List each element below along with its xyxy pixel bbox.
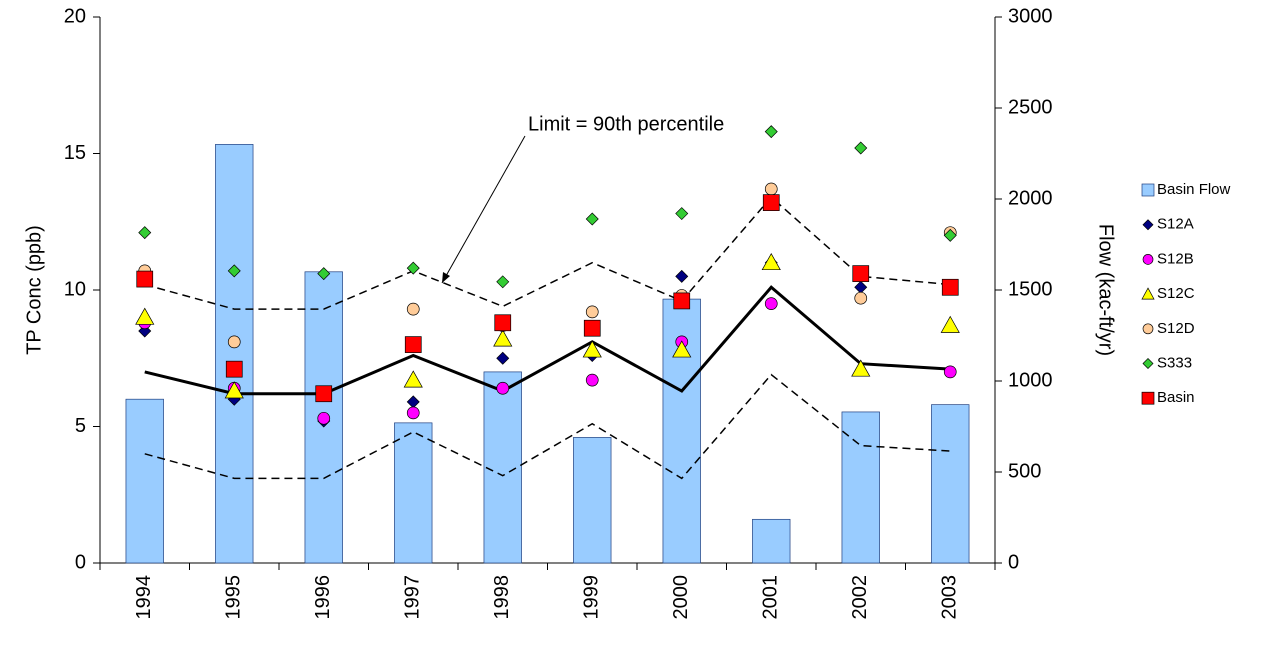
y2-tick-label: 500	[1008, 460, 1041, 482]
legend-swatch	[1141, 287, 1155, 300]
marker	[493, 329, 513, 347]
bar	[125, 398, 164, 564]
marker	[854, 291, 868, 305]
marker	[941, 278, 959, 296]
legend-swatch	[1142, 323, 1154, 335]
marker	[496, 351, 510, 365]
marker	[585, 305, 599, 319]
marker	[225, 360, 243, 378]
legend-swatch	[1141, 183, 1155, 197]
y-tick-label: 15	[64, 142, 86, 164]
legend-label: S12B	[1157, 250, 1194, 267]
marker	[227, 264, 241, 278]
marker	[136, 270, 154, 288]
x-tick-label: 1997	[402, 575, 424, 620]
x-tick-label: 1996	[312, 575, 334, 620]
marker	[761, 252, 781, 271]
marker	[673, 292, 691, 310]
marker	[494, 314, 512, 332]
marker	[583, 319, 601, 337]
x-tick-label: 1994	[133, 575, 155, 620]
marker	[764, 297, 778, 310]
bar	[215, 144, 254, 564]
x-tick-label: 2003	[939, 575, 961, 620]
y2-tick-label: 3000	[1008, 5, 1053, 27]
marker	[762, 194, 780, 211]
marker	[940, 315, 960, 333]
y-axis-label: TP Conc (ppb)	[23, 225, 45, 355]
legend-swatch	[1142, 358, 1154, 369]
y-tick-label: 0	[75, 551, 86, 573]
bar	[931, 404, 970, 564]
x-tick-label: 1998	[491, 575, 513, 620]
marker	[224, 381, 244, 399]
marker	[496, 275, 510, 289]
legend-swatch	[1142, 219, 1154, 231]
line	[144, 196, 951, 310]
marker	[764, 125, 778, 139]
marker	[675, 207, 689, 221]
y2-tick-label: 2500	[1008, 96, 1053, 118]
marker	[851, 359, 871, 377]
bar	[483, 371, 522, 564]
marker	[317, 267, 331, 281]
marker	[852, 265, 870, 282]
marker	[406, 261, 420, 275]
marker	[403, 370, 423, 388]
line	[144, 285, 951, 396]
marker	[585, 373, 599, 387]
marker	[672, 340, 692, 358]
marker	[315, 385, 333, 403]
x-tick-label: 2000	[670, 575, 692, 620]
y2-tick-label: 0	[1008, 551, 1019, 573]
marker	[854, 141, 868, 155]
annotation-arrow	[441, 135, 526, 284]
x-tick-label: 1995	[223, 575, 245, 620]
marker	[406, 302, 420, 316]
bar	[573, 437, 612, 564]
bar	[394, 422, 433, 564]
y2-tick-label: 1000	[1008, 369, 1053, 391]
marker	[675, 269, 689, 283]
arrow-head	[442, 272, 450, 283]
legend-label: Basin Flow	[1157, 181, 1231, 198]
x-tick-label: 2002	[849, 575, 871, 620]
legend-label: S333	[1157, 354, 1192, 371]
line	[144, 373, 951, 480]
marker	[406, 395, 420, 409]
marker	[764, 182, 778, 196]
legend-label: S12C	[1157, 285, 1195, 302]
legend-label: S12A	[1157, 216, 1194, 233]
legend-swatch	[1141, 391, 1155, 405]
legend-label: Basin	[1157, 389, 1195, 406]
marker	[585, 212, 599, 226]
marker	[404, 336, 422, 353]
marker	[138, 226, 152, 240]
marker	[496, 381, 510, 395]
bar	[841, 411, 880, 564]
y2-tick-label: 2000	[1008, 187, 1053, 209]
legend-label: S12D	[1157, 320, 1195, 337]
bar	[752, 518, 791, 564]
marker	[406, 406, 420, 420]
x-tick-label: 1999	[581, 575, 603, 620]
y2-tick-label: 1500	[1008, 278, 1053, 300]
y2-axis-label: Flow (kac-ft/yr)	[1095, 224, 1117, 356]
y-tick-label: 5	[75, 415, 86, 437]
marker	[854, 280, 868, 294]
marker	[582, 340, 602, 358]
annotation: Limit = 90th percentile	[528, 113, 724, 135]
marker	[135, 307, 155, 325]
marker	[943, 228, 957, 242]
legend-swatch	[1142, 254, 1154, 265]
x-tick-label: 2001	[760, 575, 782, 620]
marker	[317, 411, 331, 425]
marker	[227, 335, 241, 349]
marker	[943, 365, 957, 379]
y-tick-label: 10	[64, 278, 86, 300]
y-tick-label: 20	[64, 5, 86, 27]
